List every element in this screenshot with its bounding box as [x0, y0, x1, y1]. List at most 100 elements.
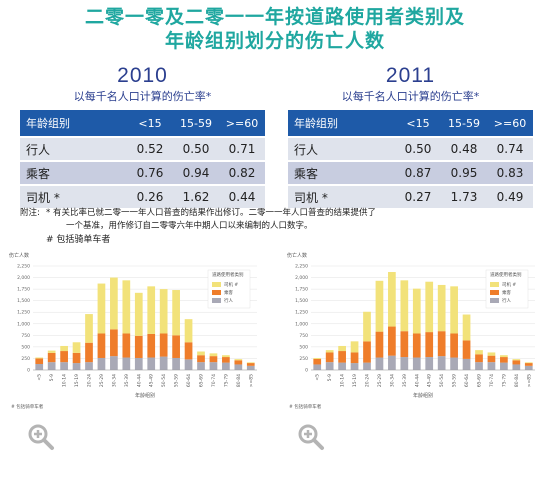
- table-cell: 0.48: [441, 137, 487, 162]
- y-tick-label: 1,750: [17, 287, 30, 293]
- x-tick-label: 35-39: [124, 374, 130, 387]
- x-tick-label: 20-24: [365, 374, 371, 387]
- y-tick-label: 0: [27, 368, 30, 374]
- x-tick-label: 30-34: [111, 374, 117, 387]
- bar-segment: [47, 362, 56, 370]
- bar-segment: [72, 342, 81, 353]
- y-tick-label: 500: [299, 344, 308, 350]
- x-tick-label: <5: [315, 374, 321, 381]
- bar-segment: [222, 357, 230, 363]
- rate-table: 年龄组别 <15 15-59 >=60 行人 0.52 0.50 0.71 乘客…: [20, 110, 265, 210]
- x-tick-label: 45-49: [149, 374, 155, 387]
- table-row: 乘客 0.76 0.94 0.82: [20, 161, 265, 186]
- y-tick-label: 2,250: [17, 264, 30, 270]
- y-tick-label: 2,000: [17, 275, 30, 281]
- row-label: 司机 *: [288, 185, 395, 210]
- table-cell: 0.50: [173, 137, 219, 162]
- bar-segment: [97, 333, 106, 358]
- x-tick-label: 15-19: [74, 374, 80, 387]
- table-row: 司机 * 0.26 1.62 0.44: [20, 185, 265, 210]
- header-cell: >=60: [487, 110, 533, 138]
- table-row: 行人 0.52 0.50 0.71: [20, 137, 265, 162]
- y-tick-label: 1,250: [295, 310, 308, 316]
- bar-segment: [512, 364, 521, 370]
- x-tick-label: 5-9: [327, 374, 333, 381]
- x-tick-label: 65-69: [199, 374, 205, 387]
- footnote-text: 有关比率已就二零一一年人口普查的结果作出修订。二零一一年人口普查的结果提供了: [52, 208, 376, 218]
- x-tick-label: 80-84: [236, 374, 242, 387]
- row-label: 乘客: [20, 161, 127, 186]
- bar-segment: [450, 357, 458, 370]
- x-tick-label: 20-24: [87, 374, 93, 387]
- x-tick-label: 15-19: [352, 374, 358, 387]
- bar-segment: [500, 362, 508, 370]
- bar-segment: [159, 333, 168, 357]
- bar-segment: [197, 355, 205, 363]
- bar-segment: [246, 365, 255, 370]
- header-cell: 15-59: [441, 110, 487, 138]
- bar-segment: [375, 357, 384, 370]
- bar-segment: [462, 340, 471, 359]
- bar-segment: [147, 286, 156, 334]
- table-year: 2011: [385, 64, 436, 87]
- x-tick-label: 80-84: [514, 374, 520, 387]
- chart-footnote: # 包括骑单车者: [289, 403, 322, 410]
- x-tick-label: 50-54: [439, 374, 445, 387]
- bar-segment: [313, 364, 322, 370]
- bar-segment: [234, 360, 243, 365]
- x-tick-label: 65-69: [477, 374, 483, 387]
- bar-segment: [197, 362, 205, 370]
- table-header-row: 年龄组别 <15 15-59 >=60: [20, 110, 265, 138]
- casualty-chart-2010: 伤亡人数 0 250 500 750 1,000 1,250 1,500 1,750 2,000 2…: [9, 252, 257, 410]
- header-cell: 年龄组别: [20, 110, 127, 138]
- bar-segment: [325, 352, 334, 363]
- x-tick-label: >=85: [526, 374, 532, 387]
- bar-segment: [134, 357, 143, 370]
- page-title-line-2: 年龄组别划分的伤亡人数: [164, 30, 385, 52]
- footnote-line: 附注: * 有关比率已就二零一一年人口普查的结果作出修订。二零一一年人口普查的结果…: [20, 207, 540, 220]
- x-tick-label: 50-54: [161, 374, 167, 387]
- y-tick-label: 250: [21, 356, 30, 362]
- bar-segment: [363, 311, 371, 342]
- bar-segment: [500, 355, 508, 358]
- bar-segment: [72, 363, 81, 370]
- zoom-in-icon[interactable]: [27, 423, 55, 451]
- x-tick-label: 35-39: [402, 374, 408, 387]
- bar-segment: [524, 363, 533, 366]
- x-tick-label: 75-79: [223, 374, 229, 387]
- rate-table-block-2010: 2010 以每千名人口计算的伤亡率* 年龄组别 <15 15-59 >=60 行…: [20, 64, 265, 210]
- x-tick-label: 40-44: [414, 374, 420, 387]
- header-cell: >=60: [219, 110, 265, 138]
- bar-segment: [475, 362, 483, 370]
- bar-segment: [222, 362, 230, 370]
- bar-segment: [234, 364, 243, 370]
- bar-segment: [184, 359, 193, 370]
- table-row: 行人 0.50 0.48 0.74: [288, 137, 533, 162]
- bar-segment: [338, 351, 346, 363]
- zoom-in-icon[interactable]: [297, 423, 325, 451]
- legend-label: 乘客: [502, 289, 511, 296]
- bar-segment: [209, 362, 218, 370]
- bar-segment: [512, 359, 521, 361]
- y-tick-label: 2,000: [295, 275, 308, 281]
- bar-segment: [412, 357, 421, 370]
- bar-segment: [425, 357, 434, 370]
- legend-title: 道路使用者类别: [212, 271, 244, 278]
- rate-table-block-2011: 2011 以每千名人口计算的伤亡率* 年龄组别 <15 15-59 >=60 行…: [288, 64, 533, 210]
- legend-label: 乘客: [224, 289, 233, 296]
- bar-segment: [85, 342, 93, 363]
- bar-segment: [487, 352, 496, 356]
- bar-segment: [487, 362, 496, 370]
- x-tick-label: 60-64: [186, 374, 192, 387]
- legend-swatch: [212, 290, 221, 295]
- bar-segment: [147, 333, 156, 358]
- header-cell: 年龄组别: [288, 110, 395, 138]
- table-year: 2010: [117, 64, 168, 87]
- footnote-label: 附注:: [20, 208, 40, 218]
- bar-segment: [437, 356, 446, 370]
- bar-segment: [313, 357, 322, 359]
- table-cell: 0.94: [173, 161, 219, 186]
- table-row: 乘客 0.87 0.95 0.83: [288, 161, 533, 186]
- x-axis-title: 年龄组别: [413, 392, 433, 399]
- y-tick-label: 1,500: [17, 298, 30, 304]
